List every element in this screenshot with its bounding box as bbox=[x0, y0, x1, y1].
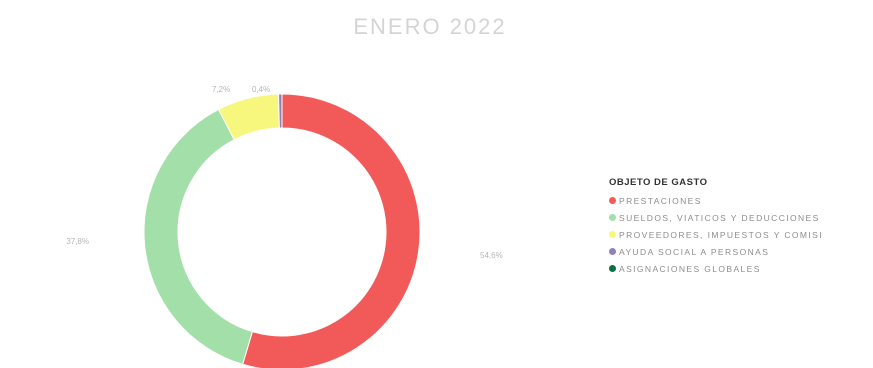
slice-sueldos-viaticos-y-deducciones bbox=[143, 108, 253, 365]
legend-label: PRESTACIONES bbox=[619, 195, 702, 206]
legend-label: PROVEEDORES, IMPUESTOS Y COMISI bbox=[619, 229, 823, 240]
legend-items: PRESTACIONES SUELDOS, VIATICOS Y DEDUCCIO… bbox=[609, 192, 823, 277]
legend-swatch bbox=[609, 248, 616, 255]
data-label-sueldos-viaticos-y-deducciones: 37,8% bbox=[66, 237, 89, 246]
data-label-prestaciones: 54,6% bbox=[480, 251, 503, 260]
slice-prestaciones bbox=[242, 93, 421, 368]
legend: OBJETO DE GASTO PRESTACIONES SUELDOS, VIA… bbox=[609, 177, 823, 277]
legend-label: AYUDA SOCIAL A PERSONAS bbox=[619, 246, 770, 257]
legend-swatch bbox=[609, 265, 616, 272]
legend-item-sueldos-viaticos-y-deducciones[interactable]: SUELDOS, VIATICOS Y DEDUCCIONES bbox=[609, 209, 823, 226]
legend-swatch bbox=[609, 214, 616, 221]
legend-item-asignaciones-globales[interactable]: ASIGNACIONES GLOBALES bbox=[609, 260, 823, 277]
data-label-proveedores-impuestos-y-comisi: 7,2% bbox=[212, 85, 230, 94]
legend-item-proveedores-impuestos-y-comisi[interactable]: PROVEEDORES, IMPUESTOS Y COMISI bbox=[609, 226, 823, 243]
legend-item-prestaciones[interactable]: PRESTACIONES bbox=[609, 192, 823, 209]
legend-label: ASIGNACIONES GLOBALES bbox=[619, 263, 761, 274]
legend-swatch bbox=[609, 231, 616, 238]
legend-item-ayuda-social-a-personas[interactable]: AYUDA SOCIAL A PERSONAS bbox=[609, 243, 823, 260]
chart-title: ENERO 2022 bbox=[353, 14, 507, 39]
legend-swatch bbox=[609, 197, 616, 204]
legend-title: OBJETO DE GASTO bbox=[609, 177, 708, 188]
legend-label: SUELDOS, VIATICOS Y DEDUCCIONES bbox=[619, 212, 820, 223]
slice-ayuda-social-a-personas bbox=[278, 93, 283, 129]
data-label-ayuda-social-a-personas: 0,4% bbox=[252, 85, 270, 94]
